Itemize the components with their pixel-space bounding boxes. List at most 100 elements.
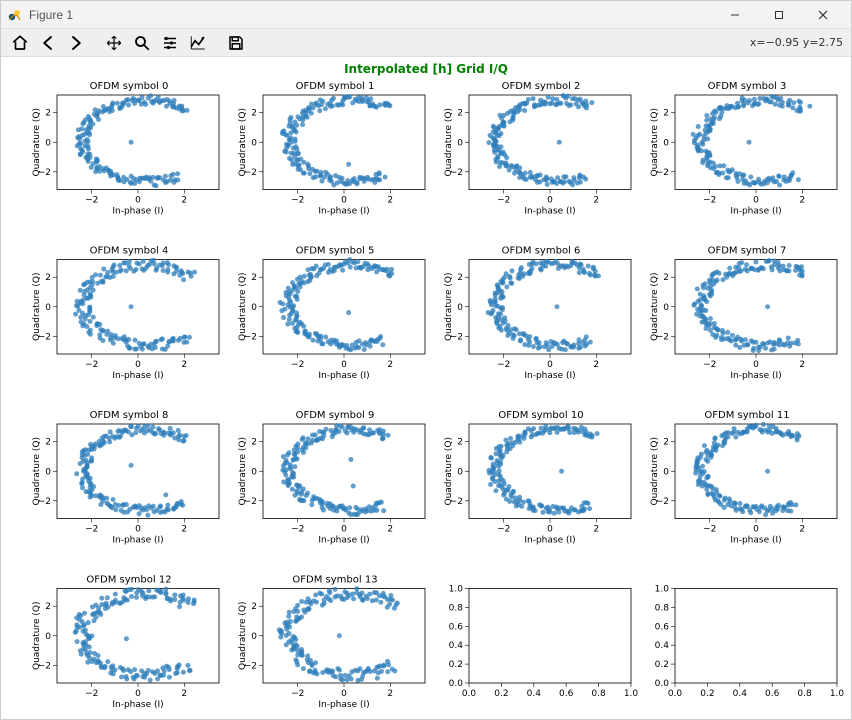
subplot-7 <box>671 258 837 358</box>
svg-text:0: 0 <box>45 138 51 148</box>
svg-text:OFDM symbol 8: OFDM symbol 8 <box>90 410 169 421</box>
svg-text:1.0: 1.0 <box>624 689 639 699</box>
svg-text:0: 0 <box>753 196 759 206</box>
svg-text:OFDM symbol 10: OFDM symbol 10 <box>498 410 583 421</box>
svg-text:0: 0 <box>753 360 759 370</box>
svg-text:Quadrature (Q): Quadrature (Q) <box>444 273 454 341</box>
minimize-button[interactable] <box>713 1 757 29</box>
svg-text:In-phase (I): In-phase (I) <box>318 371 369 381</box>
forward-icon[interactable] <box>63 31 89 55</box>
svg-text:2: 2 <box>593 196 599 206</box>
svg-text:OFDM symbol 12: OFDM symbol 12 <box>86 575 171 586</box>
subplot-6 <box>465 259 631 358</box>
subplot-10 <box>465 424 631 523</box>
svg-text:Quadrature (Q): Quadrature (Q) <box>32 437 42 505</box>
svg-text:0.6: 0.6 <box>765 689 780 699</box>
svg-text:2: 2 <box>663 273 669 283</box>
svg-text:0.8: 0.8 <box>655 603 670 613</box>
svg-text:2: 2 <box>457 273 463 283</box>
svg-text:2: 2 <box>45 273 51 283</box>
svg-text:0.4: 0.4 <box>655 641 670 651</box>
svg-text:0.6: 0.6 <box>449 622 464 632</box>
svg-text:In-phase (I): In-phase (I) <box>524 207 575 217</box>
subplot-9 <box>259 423 425 522</box>
svg-text:2: 2 <box>799 525 805 535</box>
svg-text:OFDM symbol 4: OFDM symbol 4 <box>90 246 169 257</box>
subplots-icon[interactable] <box>157 31 183 55</box>
svg-text:0: 0 <box>341 525 347 535</box>
svg-text:1.0: 1.0 <box>655 585 670 595</box>
window-title: Figure 1 <box>29 8 73 22</box>
svg-text:2: 2 <box>251 602 257 612</box>
svg-text:0: 0 <box>547 525 553 535</box>
svg-text:OFDM symbol 3: OFDM symbol 3 <box>708 81 787 92</box>
svg-text:Quadrature (Q): Quadrature (Q) <box>32 602 42 670</box>
svg-text:2: 2 <box>799 196 805 206</box>
svg-text:0: 0 <box>547 360 553 370</box>
svg-text:0.6: 0.6 <box>655 622 670 632</box>
svg-text:2: 2 <box>457 438 463 448</box>
customize-icon[interactable] <box>185 31 211 55</box>
subplot-4 <box>53 258 219 358</box>
figure-canvas[interactable]: Interpolated [h] Grid I/QOFDM symbol 0−2… <box>1 57 851 719</box>
svg-text:0: 0 <box>341 196 347 206</box>
svg-text:In-phase (I): In-phase (I) <box>730 207 781 217</box>
svg-text:In-phase (I): In-phase (I) <box>524 371 575 381</box>
svg-text:In-phase (I): In-phase (I) <box>112 207 163 217</box>
svg-text:−2: −2 <box>85 196 98 206</box>
svg-text:2: 2 <box>593 360 599 370</box>
svg-text:Quadrature (Q): Quadrature (Q) <box>650 437 660 505</box>
svg-text:−2: −2 <box>85 360 98 370</box>
subplot-5 <box>259 257 425 358</box>
svg-text:2: 2 <box>181 525 187 535</box>
svg-text:0: 0 <box>341 689 347 699</box>
svg-text:0.2: 0.2 <box>655 660 669 670</box>
toolbar: x=−0.95 y=2.75 <box>1 29 851 57</box>
svg-text:OFDM symbol 1: OFDM symbol 1 <box>296 81 375 92</box>
subplot-14 <box>465 589 631 688</box>
subplot-2 <box>465 93 631 193</box>
figure-window: Figure 1 x=−0.95 y=2.75 <box>0 0 852 720</box>
svg-text:0.4: 0.4 <box>527 689 542 699</box>
svg-text:2: 2 <box>45 438 51 448</box>
svg-text:Quadrature (Q): Quadrature (Q) <box>238 437 248 505</box>
svg-text:Quadrature (Q): Quadrature (Q) <box>238 108 248 176</box>
cursor-coords: x=−0.95 y=2.75 <box>750 36 843 49</box>
svg-text:2: 2 <box>45 602 51 612</box>
svg-text:0: 0 <box>251 303 257 313</box>
svg-text:0.2: 0.2 <box>494 689 508 699</box>
svg-text:2: 2 <box>387 360 393 370</box>
svg-text:0.0: 0.0 <box>668 689 683 699</box>
zoom-icon[interactable] <box>129 31 155 55</box>
svg-text:0.6: 0.6 <box>559 689 574 699</box>
app-icon <box>7 7 23 23</box>
pan-icon[interactable] <box>101 31 127 55</box>
svg-text:0.0: 0.0 <box>655 679 670 689</box>
svg-text:2: 2 <box>251 109 257 119</box>
home-icon[interactable] <box>7 31 33 55</box>
svg-text:2: 2 <box>251 438 257 448</box>
svg-text:Quadrature (Q): Quadrature (Q) <box>650 108 660 176</box>
close-button[interactable] <box>801 1 845 29</box>
svg-text:0: 0 <box>547 196 553 206</box>
svg-text:In-phase (I): In-phase (I) <box>730 536 781 546</box>
svg-text:0: 0 <box>135 525 141 535</box>
back-icon[interactable] <box>35 31 61 55</box>
svg-text:Quadrature (Q): Quadrature (Q) <box>444 108 454 176</box>
svg-text:0.8: 0.8 <box>591 689 606 699</box>
subplot-12 <box>53 587 219 687</box>
svg-text:OFDM symbol 13: OFDM symbol 13 <box>292 575 377 586</box>
svg-text:1.0: 1.0 <box>830 689 845 699</box>
svg-text:OFDM symbol 9: OFDM symbol 9 <box>296 410 375 421</box>
svg-text:0: 0 <box>663 467 669 477</box>
save-icon[interactable] <box>223 31 249 55</box>
subplot-13 <box>259 586 425 687</box>
svg-text:−2: −2 <box>703 360 716 370</box>
svg-text:0.0: 0.0 <box>449 679 464 689</box>
svg-text:−2: −2 <box>703 525 716 535</box>
maximize-button[interactable] <box>757 1 801 29</box>
svg-text:2: 2 <box>457 109 463 119</box>
svg-text:−2: −2 <box>291 689 304 699</box>
svg-text:0.8: 0.8 <box>449 603 464 613</box>
svg-text:In-phase (I): In-phase (I) <box>318 536 369 546</box>
